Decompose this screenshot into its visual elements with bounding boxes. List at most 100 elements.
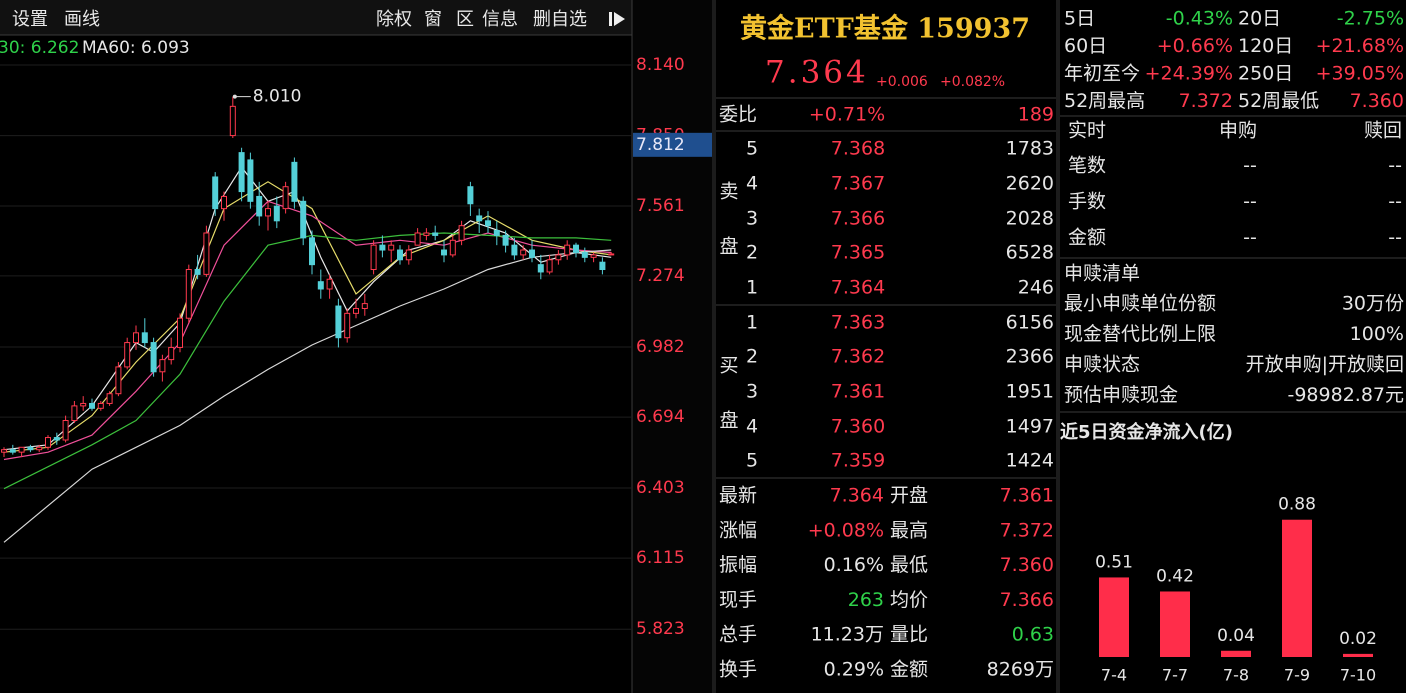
book-level: 5 bbox=[746, 138, 758, 160]
book-volume: 6528 bbox=[1006, 242, 1054, 264]
book-level: 4 bbox=[746, 173, 758, 195]
redemption-value: 100% bbox=[1350, 323, 1404, 345]
return-label: 52周最低 bbox=[1238, 90, 1319, 112]
divider bbox=[1056, 0, 1060, 693]
last-price: 7.364 bbox=[765, 55, 869, 91]
toolbar-button[interactable]: 区 bbox=[456, 9, 474, 30]
candle-body bbox=[97, 402, 104, 409]
toolbar-button[interactable]: 画线 bbox=[64, 9, 100, 30]
value-label: 0.02 bbox=[1339, 629, 1377, 649]
candle-body bbox=[194, 269, 201, 275]
stat-label: 最低 bbox=[890, 554, 928, 576]
book-volume: 1951 bbox=[1006, 381, 1054, 403]
stat-label: 换手 bbox=[719, 659, 757, 681]
candle-body bbox=[555, 254, 562, 261]
candle-body bbox=[520, 249, 527, 256]
return-label: 20日 bbox=[1238, 8, 1281, 30]
x-tick-label: 7-7 bbox=[1162, 666, 1188, 685]
candle-body bbox=[432, 232, 439, 236]
stat-value: +0.08% bbox=[808, 519, 884, 541]
candle-body bbox=[273, 205, 280, 222]
realtime-label: 手数 bbox=[1068, 191, 1106, 213]
candle-body bbox=[133, 332, 139, 344]
book-volume: 6156 bbox=[1006, 312, 1054, 334]
ma-legend: MA60: 6.093 bbox=[82, 38, 190, 58]
candle-body bbox=[106, 393, 113, 404]
toolbar-button[interactable]: 窗 bbox=[424, 9, 442, 30]
toolbar-button[interactable]: 删自选 bbox=[533, 9, 587, 30]
redemption-label: 现金替代比例上限 bbox=[1064, 323, 1216, 345]
candle-body bbox=[529, 249, 535, 258]
return-value: +0.66% bbox=[1157, 35, 1233, 57]
side-label: 盘 bbox=[719, 236, 738, 258]
candle-body bbox=[159, 359, 166, 373]
book-level: 4 bbox=[746, 416, 758, 438]
book-level: 3 bbox=[746, 381, 758, 403]
chart-title: 近5日资金净流入(亿) bbox=[1060, 421, 1233, 443]
toolbar-button[interactable]: 设置 bbox=[12, 9, 48, 30]
y-tick-label: 6.115 bbox=[636, 548, 685, 568]
stat-value: 7.372 bbox=[1000, 519, 1054, 541]
stat-value: 7.360 bbox=[1000, 554, 1054, 576]
return-value: 7.360 bbox=[1350, 90, 1404, 112]
redemption-label: 最小申赎单位份额 bbox=[1064, 293, 1216, 315]
candle-body bbox=[80, 402, 87, 407]
candle-body bbox=[397, 249, 403, 261]
candle-body bbox=[388, 244, 395, 251]
stat-value: 11.23万 bbox=[811, 624, 884, 646]
candle-body bbox=[608, 253, 615, 256]
book-price: 7.368 bbox=[831, 138, 885, 160]
book-price: 7.362 bbox=[831, 346, 885, 368]
candle-body bbox=[27, 446, 34, 451]
candle-body bbox=[449, 239, 456, 256]
return-label: 60日 bbox=[1064, 35, 1107, 57]
candle-body bbox=[344, 312, 351, 339]
book-price: 7.364 bbox=[831, 277, 885, 299]
candle-body bbox=[317, 281, 324, 290]
candle-body bbox=[300, 200, 307, 239]
return-label: 5日 bbox=[1064, 8, 1095, 30]
max-dot bbox=[232, 94, 237, 99]
candle-body bbox=[62, 419, 69, 441]
realtime-value: -- bbox=[1388, 227, 1402, 249]
candle-body bbox=[379, 244, 386, 251]
moving-average-line bbox=[3, 200, 612, 461]
stat-value: 8269万 bbox=[987, 659, 1054, 681]
candle-body bbox=[335, 305, 342, 339]
y-tick-label: 6.694 bbox=[636, 407, 685, 427]
stat-label: 最新 bbox=[719, 485, 757, 507]
ratio-diff: 189 bbox=[1018, 104, 1054, 126]
toolbar bbox=[0, 0, 632, 35]
realtime-value: -- bbox=[1243, 191, 1257, 213]
side-label: 买 bbox=[719, 355, 738, 377]
stat-value: 7.366 bbox=[1000, 589, 1054, 611]
bar bbox=[1221, 650, 1251, 657]
candle-body bbox=[423, 232, 430, 236]
panel-arrow[interactable] bbox=[606, 8, 628, 30]
candle-body bbox=[36, 446, 43, 451]
candle-body bbox=[150, 342, 157, 373]
candle-body bbox=[265, 208, 271, 217]
bar bbox=[1282, 519, 1312, 657]
return-value: -0.43% bbox=[1166, 8, 1233, 30]
redemption-label: 申赎状态 bbox=[1064, 354, 1140, 376]
stat-value: 0.63 bbox=[1012, 624, 1054, 646]
book-volume: 246 bbox=[1018, 277, 1054, 299]
candle-body bbox=[53, 437, 60, 441]
toolbar-button[interactable]: 除权 bbox=[376, 9, 412, 30]
price-change: +0.006 bbox=[876, 74, 928, 90]
toolbar-button[interactable]: 信息 bbox=[482, 9, 518, 30]
book-price: 7.367 bbox=[831, 173, 885, 195]
y-tick-label: 6.403 bbox=[636, 478, 685, 498]
value-label: 0.42 bbox=[1156, 566, 1194, 586]
candle-body bbox=[168, 346, 175, 361]
y-tick-label: 7.274 bbox=[636, 266, 685, 286]
price-axis bbox=[632, 0, 712, 693]
candle-body bbox=[326, 278, 333, 290]
x-tick-label: 7-10 bbox=[1340, 666, 1376, 685]
realtime-value: -- bbox=[1388, 155, 1402, 177]
realtime-value: -- bbox=[1243, 227, 1257, 249]
stat-value: 7.361 bbox=[1000, 485, 1054, 507]
return-value: +39.05% bbox=[1316, 63, 1404, 85]
return-value: -2.75% bbox=[1337, 8, 1404, 30]
